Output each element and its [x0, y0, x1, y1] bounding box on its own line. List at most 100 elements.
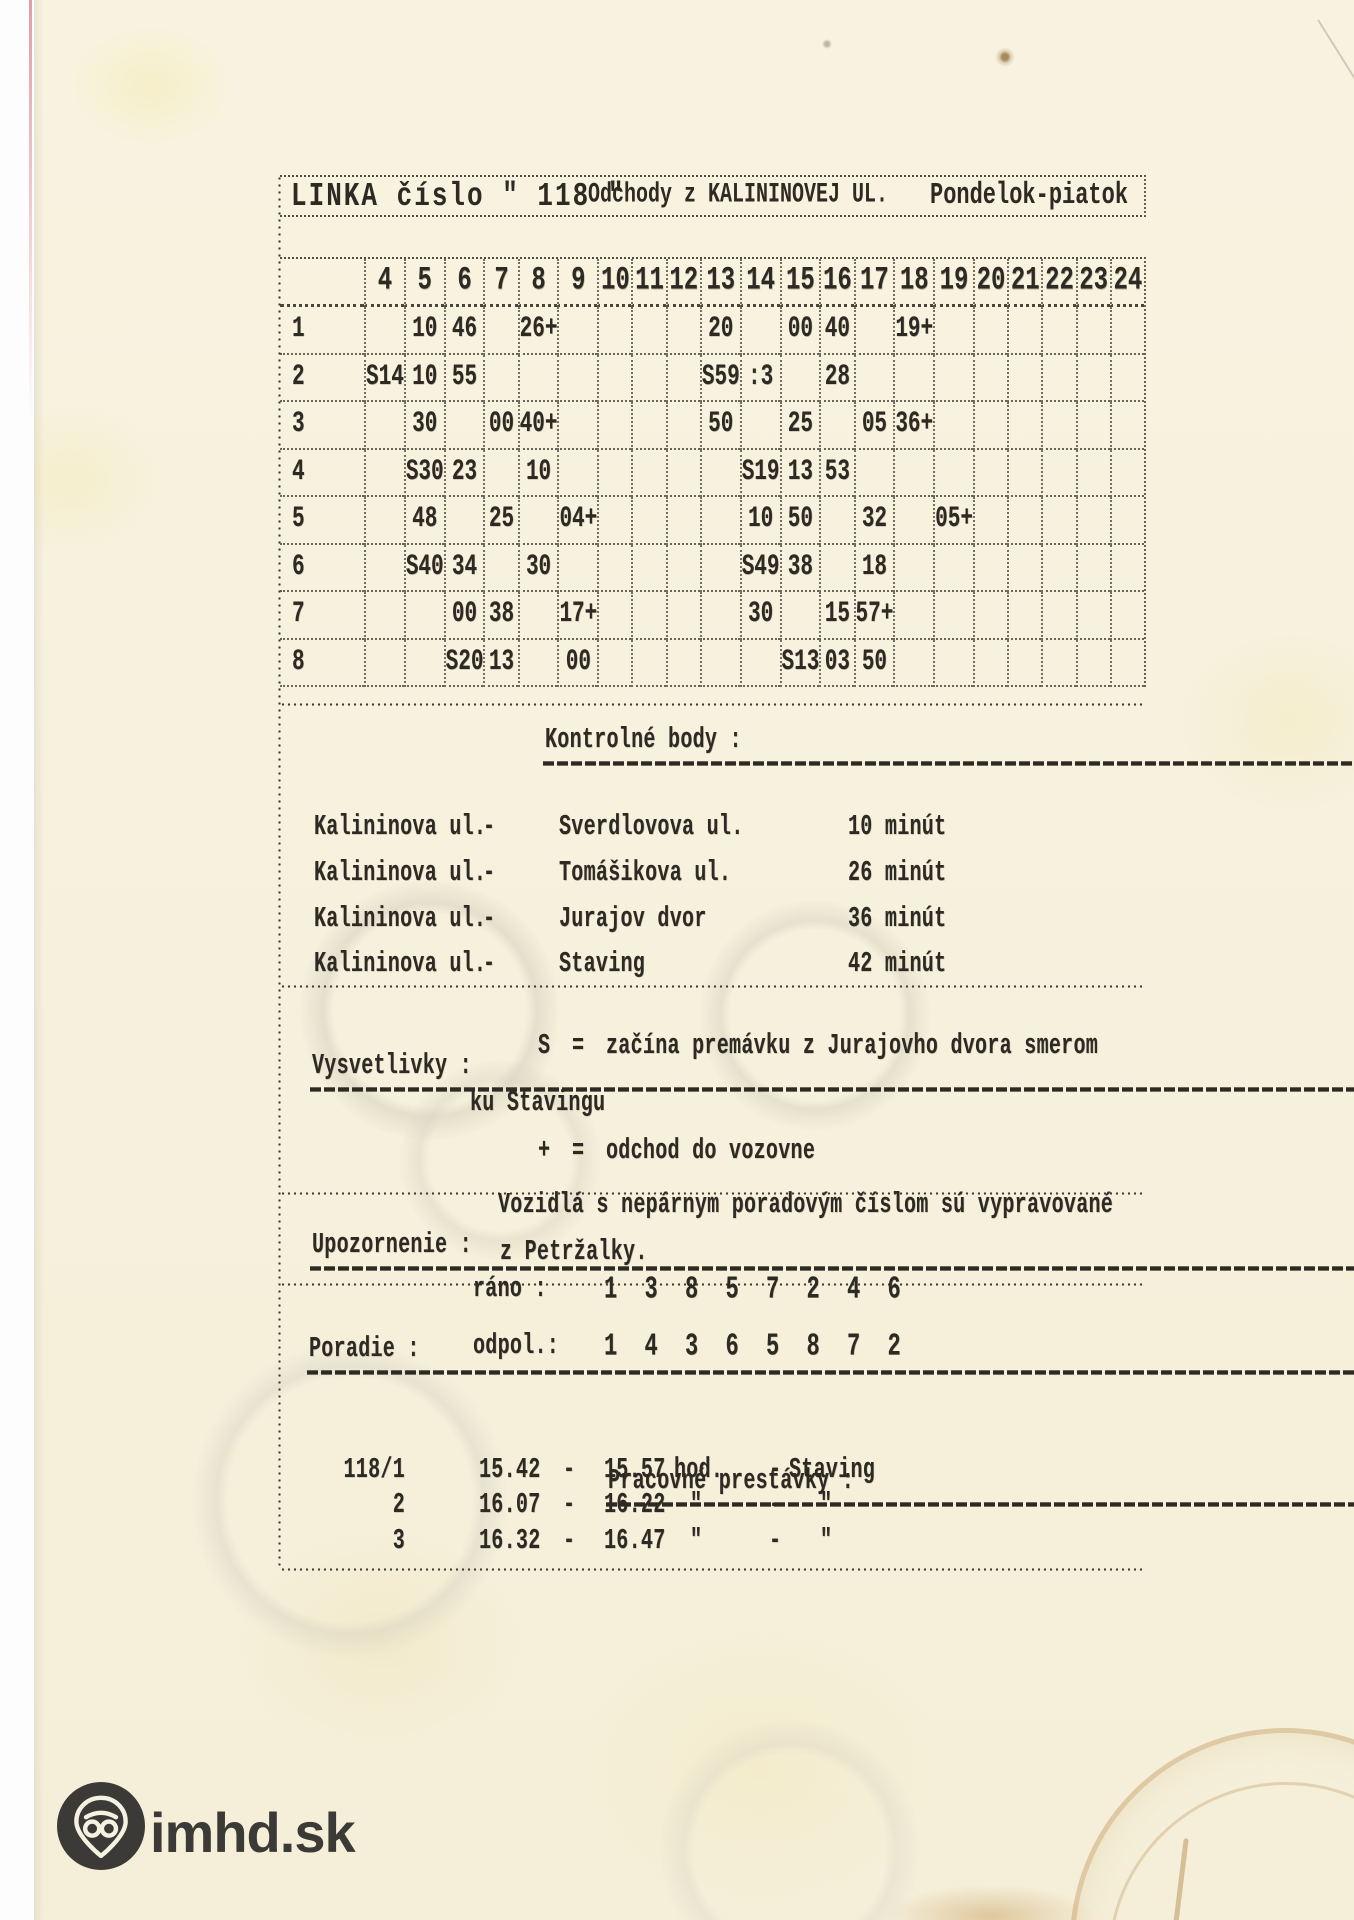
timetable-cell [631, 497, 666, 545]
order-afternoon-label: odpol.: [473, 1329, 560, 1363]
control-point-to: Staving [559, 947, 646, 981]
departure-minute: 04+ [559, 503, 598, 536]
departure-minute: 28 [824, 361, 851, 394]
valid-days-title: Pondelok-piatok [930, 177, 1129, 213]
vehicle-row-label-cell: 1 [280, 307, 364, 355]
timetable-cell [1109, 402, 1144, 450]
departure-minute: :3 [747, 361, 774, 394]
timetable-cell [557, 354, 598, 402]
break-dash: - [769, 1453, 782, 1487]
departure-minute: 46 [451, 313, 478, 346]
timetable-cell: 10 [517, 449, 558, 497]
timetable-cell [853, 449, 894, 497]
timetable-cell: 32 [853, 497, 894, 545]
timetable-cell: S13 [779, 639, 820, 687]
timetable-cell [631, 449, 666, 497]
control-point-dash: - [483, 902, 496, 936]
departure-minute: S59 [701, 361, 740, 394]
timetable-cell [972, 544, 1008, 592]
departure-minute: 38 [488, 598, 515, 631]
timetable-cell [1075, 544, 1110, 592]
vehicle-row-label-cell: 7 [280, 592, 364, 640]
hour-label: 16 [823, 262, 852, 300]
timetable-cell [364, 449, 404, 497]
hour-header-cell: 17 [853, 259, 894, 307]
hour-label: 6 [457, 262, 472, 300]
timetable-cell [403, 592, 444, 640]
timetable-cell [853, 307, 894, 355]
timetable-cell [517, 497, 558, 545]
break-from: 16.07 [479, 1488, 541, 1522]
hour-label: 7 [494, 262, 509, 300]
timetable-cell: 03 [819, 639, 854, 687]
departure-minute: 18 [861, 551, 888, 584]
timetable-cell: 30 [517, 544, 558, 592]
vehicle-row-label: 3 [292, 408, 305, 441]
timetable-cell [972, 497, 1008, 545]
timetable-cell: 53 [819, 449, 854, 497]
hour-label: 23 [1079, 262, 1109, 300]
hour-header-cell: 9 [557, 259, 598, 307]
hour-label: 9 [571, 262, 586, 300]
break-place: " [820, 1488, 833, 1522]
timetable-cell [1007, 639, 1042, 687]
timetable-cell [1041, 307, 1076, 355]
departure-minute: 40 [824, 313, 851, 346]
timetable-cell [1041, 354, 1076, 402]
break-dash: - [563, 1488, 576, 1522]
timetable-cell [1007, 307, 1042, 355]
timetable-cell [517, 639, 558, 687]
departure-minute: 50 [708, 408, 734, 441]
timetable-cell: 00 [443, 592, 484, 640]
hour-header-cell: 14 [739, 259, 780, 307]
departure-minute: 03 [824, 646, 851, 679]
timetable-cell: S19 [739, 449, 780, 497]
control-point-time: 36 minút [848, 902, 947, 936]
timetable-cell [364, 307, 404, 355]
hour-label: 4 [377, 262, 393, 300]
timetable-cell [972, 639, 1008, 687]
timetable-cell [443, 497, 484, 545]
timetable-cell: S30 [403, 449, 444, 497]
departure-minute: 13 [488, 646, 515, 679]
timetable-cell [557, 402, 598, 450]
legend-s-text-2: ku Stavingu [470, 1086, 606, 1120]
departure-minute: S13 [781, 646, 820, 679]
timetable-cell [699, 639, 740, 687]
departure-minute: 50 [861, 646, 888, 679]
departure-minute: 40+ [519, 408, 558, 441]
control-points-title: Kontrolné body : [543, 726, 1354, 766]
hour-header-cell: 22 [1041, 259, 1076, 307]
break-dash: - [769, 1524, 782, 1558]
timetable-cell: 55 [443, 354, 484, 402]
timetable-cell [893, 354, 934, 402]
timetable-cell: :3 [739, 354, 780, 402]
departure-minute: 50 [787, 503, 814, 536]
control-point-to: Jurajov dvor [559, 902, 707, 936]
departure-minute: 48 [412, 503, 438, 536]
timetable-cell: 36+ [893, 402, 934, 450]
timetable-cell [364, 402, 404, 450]
timetable-cell [1041, 402, 1076, 450]
timetable-cell: 30 [403, 402, 444, 450]
hour-header-cell: 11 [631, 259, 666, 307]
notice-text-2: z Petržalky. [500, 1235, 648, 1269]
notice-title: Upozornenie : [310, 1231, 1354, 1271]
hour-header-cell: 8 [517, 259, 558, 307]
bottom-rule [280, 1568, 1146, 1571]
timetable-cell [597, 544, 632, 592]
hour-label: 10 [600, 262, 630, 300]
hour-label: 19 [939, 262, 969, 300]
departure-minute: S19 [741, 456, 780, 489]
departure-minute: S40 [405, 551, 444, 584]
table-bottom-rule [280, 703, 1146, 706]
timetable-cell: 25 [483, 497, 518, 545]
hour-header-cell: 4 [364, 259, 404, 307]
break-unit: " [690, 1524, 703, 1558]
departure-minute: 26+ [519, 313, 558, 346]
timetable-cell [665, 449, 700, 497]
hour-header-cell: 7 [483, 259, 518, 307]
timetable-cell: 23 [443, 449, 484, 497]
break-dash: - [769, 1488, 782, 1522]
